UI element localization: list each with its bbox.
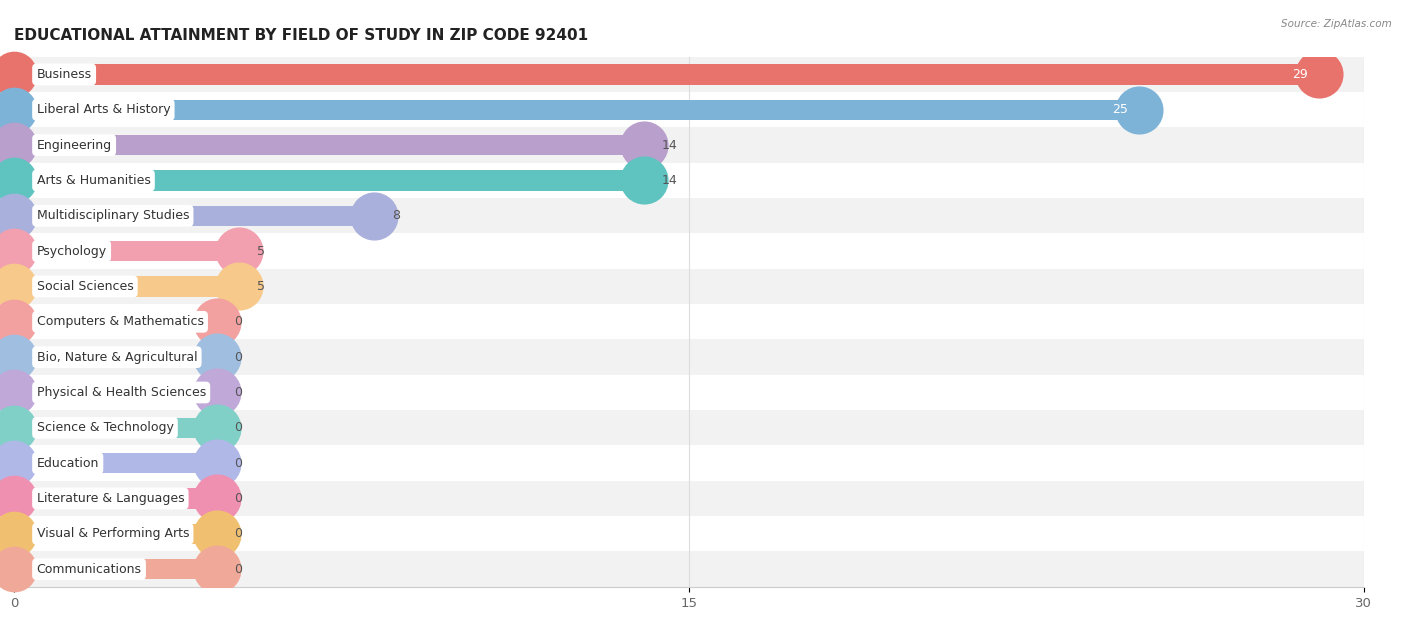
Bar xyxy=(14,551,1364,587)
Text: 5: 5 xyxy=(257,280,264,293)
Text: 14: 14 xyxy=(662,174,678,187)
Bar xyxy=(14,100,1139,120)
Bar xyxy=(14,524,217,544)
Bar xyxy=(14,163,1364,198)
Text: Source: ZipAtlas.com: Source: ZipAtlas.com xyxy=(1281,19,1392,29)
Bar xyxy=(14,127,1364,163)
Text: 0: 0 xyxy=(235,492,242,505)
Bar xyxy=(14,135,644,155)
Text: Psychology: Psychology xyxy=(37,245,107,257)
Bar xyxy=(14,418,217,438)
Text: Bio, Nature & Agricultural: Bio, Nature & Agricultural xyxy=(37,351,197,363)
Bar xyxy=(14,488,217,509)
Text: 5: 5 xyxy=(257,245,264,257)
Bar xyxy=(14,276,239,297)
Text: Education: Education xyxy=(37,457,98,469)
Bar xyxy=(14,92,1364,127)
Text: 8: 8 xyxy=(392,209,399,222)
Text: Science & Technology: Science & Technology xyxy=(37,422,173,434)
Text: Literature & Languages: Literature & Languages xyxy=(37,492,184,505)
Text: Engineering: Engineering xyxy=(37,139,111,151)
Bar xyxy=(14,57,1364,92)
Text: Business: Business xyxy=(37,68,91,81)
Text: Liberal Arts & History: Liberal Arts & History xyxy=(37,103,170,116)
Bar xyxy=(14,453,217,473)
Bar xyxy=(14,481,1364,516)
Text: Physical & Health Sciences: Physical & Health Sciences xyxy=(37,386,205,399)
Bar xyxy=(14,312,217,332)
Text: EDUCATIONAL ATTAINMENT BY FIELD OF STUDY IN ZIP CODE 92401: EDUCATIONAL ATTAINMENT BY FIELD OF STUDY… xyxy=(14,28,588,43)
Text: Computers & Mathematics: Computers & Mathematics xyxy=(37,316,204,328)
Bar xyxy=(14,241,239,261)
Text: 0: 0 xyxy=(235,351,242,363)
Text: Social Sciences: Social Sciences xyxy=(37,280,134,293)
Bar xyxy=(14,170,644,191)
Text: 0: 0 xyxy=(235,316,242,328)
Bar xyxy=(14,347,217,367)
Text: Arts & Humanities: Arts & Humanities xyxy=(37,174,150,187)
Text: 0: 0 xyxy=(235,563,242,575)
Bar xyxy=(14,304,1364,339)
Text: 29: 29 xyxy=(1292,68,1308,81)
Bar xyxy=(14,382,217,403)
Bar xyxy=(14,233,1364,269)
Text: 14: 14 xyxy=(662,139,678,151)
Text: 25: 25 xyxy=(1112,103,1128,116)
Text: Communications: Communications xyxy=(37,563,142,575)
Text: 0: 0 xyxy=(235,528,242,540)
Bar xyxy=(14,198,1364,233)
Text: 0: 0 xyxy=(235,422,242,434)
Text: 0: 0 xyxy=(235,386,242,399)
Bar xyxy=(14,516,1364,551)
Bar xyxy=(14,64,1319,85)
Text: Visual & Performing Arts: Visual & Performing Arts xyxy=(37,528,188,540)
Bar xyxy=(14,445,1364,481)
Text: Multidisciplinary Studies: Multidisciplinary Studies xyxy=(37,209,188,222)
Bar xyxy=(14,410,1364,445)
Bar xyxy=(14,206,374,226)
Text: 0: 0 xyxy=(235,457,242,469)
Bar xyxy=(14,339,1364,375)
Bar xyxy=(14,559,217,579)
Bar xyxy=(14,375,1364,410)
Bar xyxy=(14,269,1364,304)
